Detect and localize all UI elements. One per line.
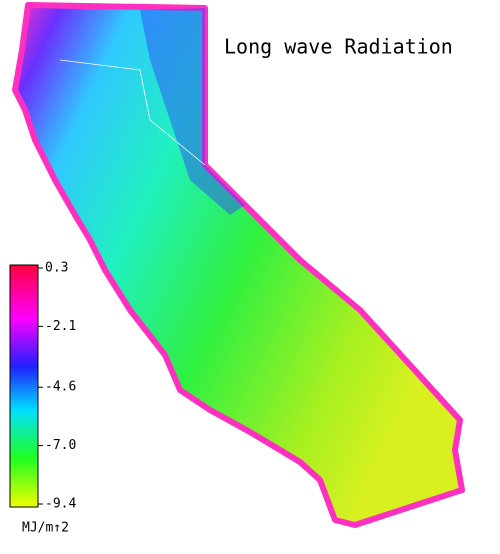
california	[12, 2, 465, 528]
county-lines	[59, 59, 206, 166]
colorbar-tick-label: -9.4	[45, 497, 76, 512]
colorbar-unit: MJ/m↑2	[22, 521, 69, 536]
inland-band	[140, 8, 245, 215]
colorbar-tick-label: -2.1	[45, 319, 76, 334]
colorbar-tick-label: -4.6	[45, 380, 76, 395]
map-title: Long wave Radiation	[224, 35, 453, 59]
colorbar	[9, 264, 39, 508]
colorbar-tick-label: 0.3	[45, 261, 68, 276]
colorbar-tick-label: -7.0	[45, 438, 76, 453]
